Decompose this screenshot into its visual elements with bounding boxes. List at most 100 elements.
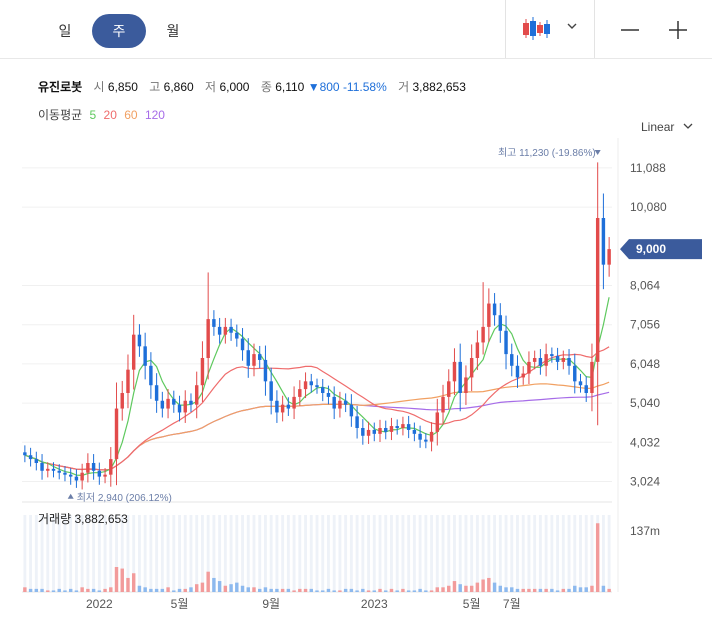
candle-body (131, 334, 136, 370)
tab-day[interactable]: 일 (58, 23, 72, 39)
candle-body (149, 365, 153, 386)
zoom-in-button[interactable] (666, 18, 690, 42)
current-price-tag (620, 239, 702, 260)
candle-body (475, 342, 480, 358)
zoom-out-button[interactable] (618, 18, 642, 42)
candle-body (46, 468, 50, 471)
candle-body (143, 346, 147, 366)
candle-body (229, 326, 233, 333)
high-marker (594, 150, 601, 155)
candle-body (555, 356, 560, 362)
volume-bar (321, 590, 325, 592)
volume-bar (338, 590, 342, 592)
candle-body (573, 365, 577, 382)
candle-body (172, 398, 176, 405)
volume-bar (424, 590, 428, 592)
ma-label: 이동평균 (38, 108, 83, 122)
volume-bar (160, 588, 165, 592)
close-value: 6,110 (275, 80, 305, 94)
volume-bar (292, 590, 296, 592)
candle-body (567, 358, 571, 366)
candle-body (326, 393, 331, 397)
volume-bar (429, 590, 434, 592)
volume-bar (34, 588, 39, 592)
tab-month[interactable]: 월 (166, 23, 180, 39)
candle-body (332, 396, 336, 409)
candle-body (235, 332, 239, 339)
volume-bar (212, 577, 216, 592)
volume-bar (550, 588, 554, 592)
volume-bar (28, 588, 33, 592)
candle-body (292, 396, 296, 409)
ma-60[interactable]: 60 (124, 108, 138, 122)
volume-bar (269, 588, 273, 592)
open-label: 시 (93, 80, 105, 94)
volume-bar (561, 588, 566, 592)
volume-panel-title: 거래량 3,882,653 (38, 510, 128, 527)
volume-bar (40, 588, 44, 592)
volume-bar (74, 590, 79, 592)
volume-bar (401, 588, 405, 592)
candle-body (51, 468, 56, 471)
candle-body (223, 326, 228, 335)
low-label: 저 (205, 80, 217, 94)
candle-body (401, 424, 405, 428)
low-annotation: 최저 2,940 (206.12%) (77, 492, 172, 504)
volume-bar (120, 568, 124, 592)
volume-bar (275, 588, 279, 592)
volume-bar (441, 587, 445, 592)
chevron-down-icon (683, 123, 693, 129)
volume-bar (103, 588, 107, 592)
volume-bar (584, 587, 588, 592)
scale-label: Linear (641, 120, 675, 134)
ma-120-line (24, 391, 610, 471)
volume-bar (452, 581, 457, 592)
candle-body (86, 463, 90, 473)
candle-body (487, 303, 491, 327)
volume-label: 거 (398, 80, 410, 94)
candle-body (263, 359, 268, 382)
tab-week[interactable]: 주 (92, 14, 146, 48)
volume-bar (23, 587, 27, 592)
volume-bar (217, 581, 222, 592)
volume-title-value: 3,882,653 (74, 512, 128, 526)
volume-bar (97, 590, 102, 592)
volume-tick-label: 137m (630, 524, 660, 538)
volume-bar (464, 585, 468, 592)
volume-bar (418, 588, 422, 592)
volume-bar (223, 585, 228, 592)
candle-body (441, 396, 445, 413)
volume-bar (166, 587, 170, 592)
candle-body (126, 369, 130, 393)
x-tick-label: 5월 (171, 597, 189, 611)
candle-body (252, 354, 256, 366)
ma-60-line (24, 381, 610, 471)
chart-type-button[interactable] (518, 14, 554, 44)
stock-name: 유진로봇 (38, 80, 83, 94)
volume-bar (481, 579, 485, 592)
volume-bar (240, 585, 245, 592)
y-tick-label: 10,080 (630, 200, 667, 214)
candle-body (246, 350, 250, 366)
high-annotation: 최고 11,230 (-19.86%) (498, 147, 596, 159)
candle-body (114, 408, 119, 460)
volume-bar (149, 588, 153, 592)
ma-20[interactable]: 20 (103, 108, 117, 122)
volume-bar (315, 590, 319, 592)
scale-selector[interactable]: Linear (641, 120, 694, 134)
volume-bar (131, 573, 136, 592)
volume-bar (510, 587, 514, 592)
ma-120[interactable]: 120 (144, 108, 165, 122)
low-value: 6,000 (219, 80, 250, 94)
volume-bar (355, 590, 359, 592)
high-value: 6,860 (163, 80, 194, 94)
candle-body (521, 373, 525, 378)
moving-average-legend: 이동평균 5 20 60 120 (38, 106, 165, 123)
chevron-down-icon[interactable] (566, 20, 578, 35)
candle-body (464, 377, 468, 393)
candle-body (303, 381, 308, 390)
candle-body (510, 354, 514, 366)
candle-body (452, 361, 457, 382)
ma-5[interactable]: 5 (89, 108, 97, 122)
